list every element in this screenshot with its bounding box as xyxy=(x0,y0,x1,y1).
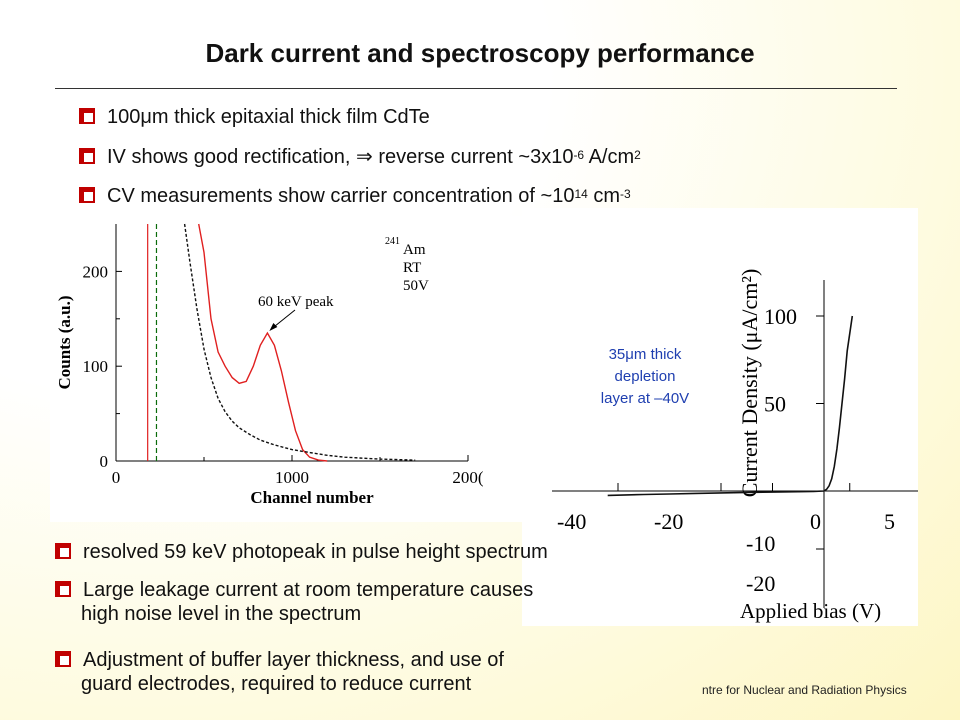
bullet-text: reverse current ~3x10 xyxy=(372,146,574,168)
source-spectrum-line xyxy=(198,223,328,462)
bullet-square-icon xyxy=(79,148,95,164)
bullet-text: Adjustment of buffer layer thickness, an… xyxy=(83,649,504,671)
bullet-square-icon xyxy=(79,108,95,124)
superscript: 14 xyxy=(574,187,588,201)
bullet-square-icon xyxy=(79,187,95,203)
depletion-note: 35μm thick depletion layer at –40V xyxy=(570,344,720,410)
x-tick-label: 1000 xyxy=(275,468,309,487)
isotope-label: Am xyxy=(403,242,426,258)
noise-spectrum-line xyxy=(183,223,416,461)
note-text: 35 xyxy=(608,346,626,363)
bullet-buffer: Adjustment of buffer layer thickness, an… xyxy=(55,648,695,696)
peak-annotation: 60 keV peak xyxy=(258,294,334,310)
bullet-film: 100μm thick epitaxial thick film CdTe xyxy=(79,105,430,129)
y-axis-label: Current Density (μA/cm²) xyxy=(737,269,762,498)
bullet-text: A/cm xyxy=(584,146,635,168)
y-tick-label: 100 xyxy=(764,304,797,329)
x-tick-label: -10 xyxy=(746,531,775,556)
implies-arrow-icon: ⇒ xyxy=(356,146,373,168)
iv-chart: -40 -20 -10 0 5 100 50 -20 Current Density (μA/c… xyxy=(552,269,918,623)
bullet-square-icon xyxy=(55,651,71,667)
note-text: layer at –40V xyxy=(600,390,690,407)
bullet-square-icon xyxy=(55,581,71,597)
bullet-text: high noise level in the spectrum xyxy=(81,603,362,625)
x-tick-label: -20 xyxy=(654,509,683,534)
annotation-arrowhead-icon xyxy=(269,323,278,332)
y-tick-label: 0 xyxy=(100,452,109,471)
x-tick-label: 0 xyxy=(112,468,121,487)
y-tick-label: 100 xyxy=(83,357,109,376)
bullet-square-icon xyxy=(55,543,71,559)
bullet-text: m thick epitaxial thick film CdTe xyxy=(151,106,430,128)
x-tick-label: 200( xyxy=(452,468,484,487)
x-axis-label: Applied bias (V) xyxy=(740,599,881,623)
bullet-text: IV shows good rectification, xyxy=(107,146,357,168)
bullet-iv: IV shows good rectification, ⇒ reverse c… xyxy=(79,145,641,169)
note-text: depletion xyxy=(614,368,676,385)
spectrum-chart: 0 100 200 0 1000 200( Channel number Counts (a.… xyxy=(55,223,484,507)
x-axis-label: Channel number xyxy=(250,488,374,507)
bullet-text: cm xyxy=(587,185,621,207)
bias-label: 50V xyxy=(403,278,429,294)
y-tick-label: -20 xyxy=(746,571,775,596)
note-text: m thick xyxy=(633,346,682,363)
bullet-text: μ xyxy=(140,106,152,128)
y-tick-label: 200 xyxy=(83,262,109,281)
isotope-mass-label: 241 xyxy=(385,236,400,247)
y-tick-label: 50 xyxy=(764,392,786,417)
bullet-text: Large leakage current at room temperatur… xyxy=(83,579,534,601)
superscript: 2 xyxy=(634,148,641,162)
spectrum-chart-panel: 0 100 200 0 1000 200( Channel number Counts (a.… xyxy=(50,216,522,522)
y-axis-label: Counts (a.u.) xyxy=(55,296,74,390)
bullet-text: CV measurements show carrier concentrati… xyxy=(107,185,575,207)
temperature-label: RT xyxy=(403,260,421,276)
bullet-cv: CV measurements show carrier concentrati… xyxy=(79,184,631,208)
x-tick-label: 0 xyxy=(810,509,821,534)
title-divider xyxy=(55,88,897,89)
slide-title: Dark current and spectroscopy performanc… xyxy=(205,38,755,68)
bullet-leakage: Large leakage current at room temperatur… xyxy=(55,578,695,626)
iv-curve-line xyxy=(607,315,854,497)
bullet-text: resolved 59 keV photopeak in pulse heigh… xyxy=(83,541,548,563)
iv-chart-panel: -40 -20 -10 0 5 100 50 -20 Current Density (μA/c… xyxy=(522,208,918,626)
x-tick-label: -40 xyxy=(557,509,586,534)
bullet-text: guard electrodes, required to reduce cur… xyxy=(81,673,472,695)
superscript: -3 xyxy=(620,187,631,201)
note-text: μ xyxy=(625,346,634,363)
bullet-photopeak: resolved 59 keV photopeak in pulse heigh… xyxy=(55,540,695,564)
superscript: -6 xyxy=(573,148,585,162)
bullet-text: 100 xyxy=(107,106,141,128)
x-tick-label: 5 xyxy=(884,509,895,534)
footer-affiliation: ntre for Nuclear and Radiation Physics xyxy=(702,683,907,697)
